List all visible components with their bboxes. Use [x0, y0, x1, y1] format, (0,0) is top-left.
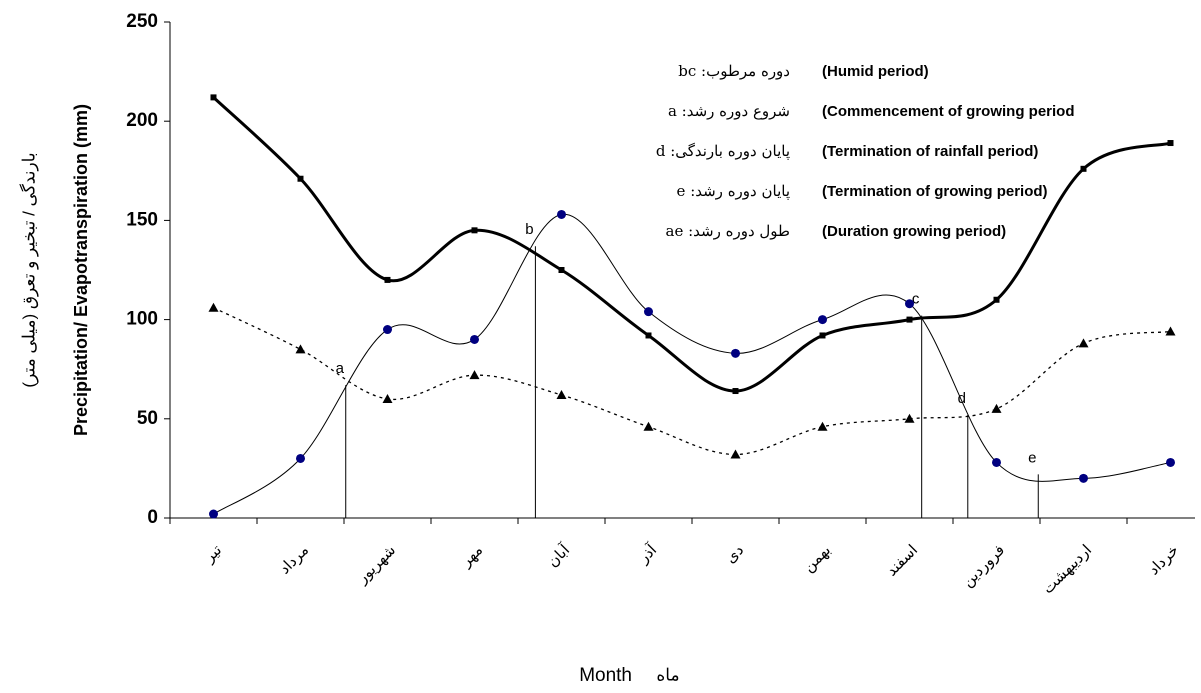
x-tick-label: دی — [722, 542, 747, 567]
note-fa: شروع دوره رشد: a — [668, 102, 790, 120]
annotation-label: e — [1028, 449, 1036, 466]
marker — [296, 453, 305, 463]
marker — [1080, 165, 1087, 172]
y-tick-label: 250 — [126, 11, 158, 32]
series-line — [213, 307, 1171, 456]
x-tick-label: اسفند — [883, 542, 921, 580]
marker — [819, 332, 826, 339]
x-tick-label: اردیبهشت — [1039, 542, 1095, 598]
x-tick-label: شهریور — [353, 542, 399, 588]
y-tick-label: 150 — [126, 209, 158, 230]
marker — [384, 276, 391, 283]
marker — [732, 388, 739, 395]
marker — [1167, 140, 1174, 147]
marker — [993, 296, 1000, 303]
marker — [557, 209, 566, 219]
x-tick-label: فروردین — [959, 542, 1008, 591]
marker — [1166, 457, 1175, 467]
marker — [470, 334, 479, 344]
marker — [905, 299, 914, 309]
marker — [209, 509, 218, 519]
note-en: (Termination of rainfall period) — [822, 143, 1038, 160]
x-axis-title-fa: ماه — [656, 665, 679, 684]
x-tick-label: خرداد — [1145, 542, 1182, 579]
x-tick-label: تیر — [200, 542, 225, 567]
marker — [644, 307, 653, 317]
marker — [906, 316, 913, 323]
note-fa: دوره مرطوب: bc — [678, 62, 790, 80]
y-tick-label: 100 — [126, 309, 158, 330]
note-en: (Duration growing period) — [822, 223, 1006, 240]
marker — [556, 389, 567, 399]
marker — [295, 344, 306, 354]
note-fa: پایان دوره رشد: e — [677, 182, 790, 200]
note-fa: طول دوره رشد: ae — [666, 222, 790, 240]
marker — [1078, 338, 1089, 348]
marker — [645, 332, 652, 339]
note-en: (Termination of growing period) — [822, 183, 1048, 200]
marker — [469, 370, 480, 380]
marker — [643, 421, 654, 431]
x-tick-label: مرداد — [276, 542, 312, 578]
x-tick-label: مهر — [457, 542, 486, 571]
marker — [818, 315, 827, 325]
marker — [208, 302, 219, 312]
series-line — [212, 96, 1171, 393]
y-tick-label: 0 — [147, 507, 158, 528]
note-en: (Commencement of growing period — [822, 103, 1075, 120]
marker — [297, 175, 304, 182]
marker — [817, 421, 828, 431]
marker — [210, 94, 217, 101]
marker — [558, 267, 565, 273]
marker — [1165, 326, 1176, 336]
marker — [991, 403, 1002, 413]
annotation-label: b — [525, 221, 533, 238]
x-axis-title: Month — [579, 665, 632, 686]
y-axis-title-fa: بارندگی / تبخیر و تعرق (میلی متر) — [18, 152, 39, 387]
x-tick-label: بهمن — [800, 542, 834, 576]
marker — [471, 227, 478, 234]
y-tick-label: 50 — [137, 408, 158, 429]
y-axis-title: Precipitation/ Evapotranspiration (mm) — [71, 104, 91, 436]
note-en: (Humid period) — [822, 63, 929, 80]
marker — [992, 457, 1001, 467]
annotation-label: c — [912, 291, 920, 308]
annotation-label: a — [336, 360, 345, 377]
marker — [731, 348, 740, 358]
y-tick-label: 200 — [126, 110, 158, 131]
x-tick-label: آذر — [634, 540, 661, 567]
marker — [730, 449, 741, 459]
marker — [383, 325, 392, 335]
note-fa: پایان دوره بارندگی: d — [656, 142, 790, 160]
marker — [904, 413, 915, 423]
marker — [382, 393, 393, 403]
marker — [1079, 473, 1088, 483]
annotation-label: d — [958, 390, 966, 407]
x-tick-label: آبان — [543, 540, 573, 570]
